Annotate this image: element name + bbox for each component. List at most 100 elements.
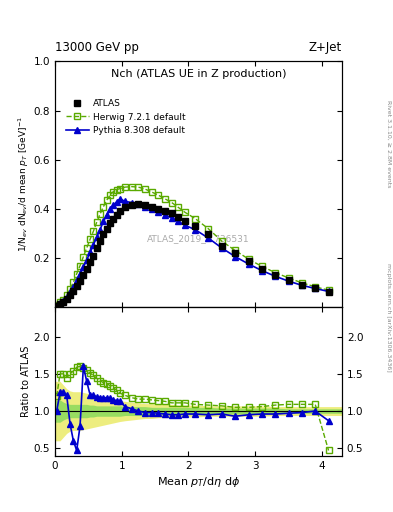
Pythia 8.308 default bbox=[101, 219, 106, 225]
ATLAS bbox=[219, 243, 224, 249]
Herwig 7.2.1 default bbox=[129, 184, 134, 190]
Pythia 8.308 default bbox=[136, 201, 141, 207]
Pythia 8.308 default bbox=[219, 245, 224, 251]
Herwig 7.2.1 default bbox=[136, 184, 141, 190]
ATLAS bbox=[149, 204, 154, 210]
Herwig 7.2.1 default bbox=[91, 228, 96, 234]
Pythia 8.308 default bbox=[71, 284, 76, 290]
ATLAS bbox=[143, 202, 147, 208]
ATLAS bbox=[136, 201, 141, 207]
Pythia 8.308 default bbox=[326, 288, 331, 294]
Herwig 7.2.1 default bbox=[273, 269, 277, 275]
Herwig 7.2.1 default bbox=[118, 185, 123, 191]
Herwig 7.2.1 default bbox=[74, 271, 79, 277]
Pythia 8.308 default bbox=[68, 289, 72, 295]
Pythia 8.308 default bbox=[143, 204, 147, 210]
ATLAS bbox=[313, 285, 318, 291]
Text: ATLAS_2019_I1736531: ATLAS_2019_I1736531 bbox=[147, 233, 250, 243]
Pythia 8.308 default bbox=[183, 222, 187, 228]
Herwig 7.2.1 default bbox=[78, 263, 83, 269]
ATLAS bbox=[259, 266, 264, 272]
Pythia 8.308 default bbox=[273, 273, 277, 280]
Herwig 7.2.1 default bbox=[286, 275, 291, 281]
ATLAS bbox=[54, 303, 59, 309]
ATLAS bbox=[84, 266, 89, 272]
ATLAS bbox=[105, 226, 109, 232]
ATLAS bbox=[81, 272, 86, 278]
ATLAS bbox=[299, 282, 304, 288]
ATLAS bbox=[71, 288, 76, 294]
Text: mcplots.cern.ch [arXiv:1306.3436]: mcplots.cern.ch [arXiv:1306.3436] bbox=[386, 263, 391, 372]
Pythia 8.308 default bbox=[58, 300, 62, 306]
Herwig 7.2.1 default bbox=[61, 296, 66, 303]
Herwig 7.2.1 default bbox=[149, 189, 154, 195]
Pythia 8.308 default bbox=[233, 253, 237, 260]
Herwig 7.2.1 default bbox=[313, 284, 318, 290]
Pythia 8.308 default bbox=[169, 215, 174, 221]
Pythia 8.308 default bbox=[64, 294, 69, 300]
ATLAS bbox=[129, 202, 134, 208]
ATLAS bbox=[123, 204, 127, 210]
Herwig 7.2.1 default bbox=[193, 216, 198, 222]
ATLAS bbox=[206, 231, 211, 238]
Pythia 8.308 default bbox=[163, 212, 167, 218]
Y-axis label: Ratio to ATLAS: Ratio to ATLAS bbox=[21, 346, 31, 417]
ATLAS bbox=[68, 292, 72, 298]
ATLAS bbox=[98, 238, 103, 244]
ATLAS bbox=[326, 289, 331, 295]
Pythia 8.308 default bbox=[61, 297, 66, 304]
Herwig 7.2.1 default bbox=[163, 196, 167, 202]
Herwig 7.2.1 default bbox=[299, 280, 304, 286]
Herwig 7.2.1 default bbox=[84, 245, 89, 251]
Pythia 8.308 default bbox=[98, 226, 103, 232]
Herwig 7.2.1 default bbox=[105, 197, 109, 203]
Pythia 8.308 default bbox=[84, 257, 89, 263]
Herwig 7.2.1 default bbox=[58, 300, 62, 306]
Pythia 8.308 default bbox=[286, 278, 291, 284]
Herwig 7.2.1 default bbox=[81, 253, 86, 260]
Herwig 7.2.1 default bbox=[156, 192, 161, 198]
Herwig 7.2.1 default bbox=[183, 209, 187, 216]
ATLAS bbox=[286, 278, 291, 284]
Pythia 8.308 default bbox=[74, 278, 79, 284]
Herwig 7.2.1 default bbox=[206, 226, 211, 232]
Herwig 7.2.1 default bbox=[169, 200, 174, 206]
Pythia 8.308 default bbox=[54, 303, 59, 309]
Herwig 7.2.1 default bbox=[326, 287, 331, 293]
Pythia 8.308 default bbox=[108, 206, 112, 212]
ATLAS bbox=[78, 278, 83, 284]
ATLAS bbox=[58, 301, 62, 307]
Pythia 8.308 default bbox=[176, 219, 181, 225]
Pythia 8.308 default bbox=[149, 206, 154, 212]
Herwig 7.2.1 default bbox=[143, 186, 147, 192]
ATLAS bbox=[163, 207, 167, 214]
Herwig 7.2.1 default bbox=[64, 292, 69, 298]
Legend: ATLAS, Herwig 7.2.1 default, Pythia 8.308 default: ATLAS, Herwig 7.2.1 default, Pythia 8.30… bbox=[62, 95, 189, 139]
ATLAS bbox=[156, 206, 161, 212]
Herwig 7.2.1 default bbox=[108, 192, 112, 198]
ATLAS bbox=[91, 253, 96, 259]
Text: Z+Jet: Z+Jet bbox=[309, 41, 342, 54]
Pythia 8.308 default bbox=[259, 267, 264, 273]
ATLAS bbox=[74, 283, 79, 289]
Herwig 7.2.1 default bbox=[219, 238, 224, 244]
ATLAS bbox=[233, 250, 237, 256]
Herwig 7.2.1 default bbox=[259, 263, 264, 269]
ATLAS bbox=[64, 296, 69, 302]
Herwig 7.2.1 default bbox=[68, 286, 72, 292]
Pythia 8.308 default bbox=[129, 200, 134, 206]
ATLAS bbox=[118, 208, 123, 214]
Text: Nch (ATLAS UE in Z production): Nch (ATLAS UE in Z production) bbox=[111, 69, 286, 79]
Pythia 8.308 default bbox=[156, 208, 161, 215]
Pythia 8.308 default bbox=[118, 196, 123, 202]
X-axis label: Mean $p_T$/d$\eta$ d$\phi$: Mean $p_T$/d$\eta$ d$\phi$ bbox=[157, 475, 240, 489]
ATLAS bbox=[273, 272, 277, 278]
Herwig 7.2.1 default bbox=[101, 204, 106, 210]
Herwig 7.2.1 default bbox=[114, 186, 119, 193]
ATLAS bbox=[183, 219, 187, 225]
ATLAS bbox=[176, 214, 181, 220]
ATLAS bbox=[101, 231, 106, 238]
Herwig 7.2.1 default bbox=[88, 237, 92, 243]
Pythia 8.308 default bbox=[94, 234, 99, 240]
Pythia 8.308 default bbox=[88, 249, 92, 255]
